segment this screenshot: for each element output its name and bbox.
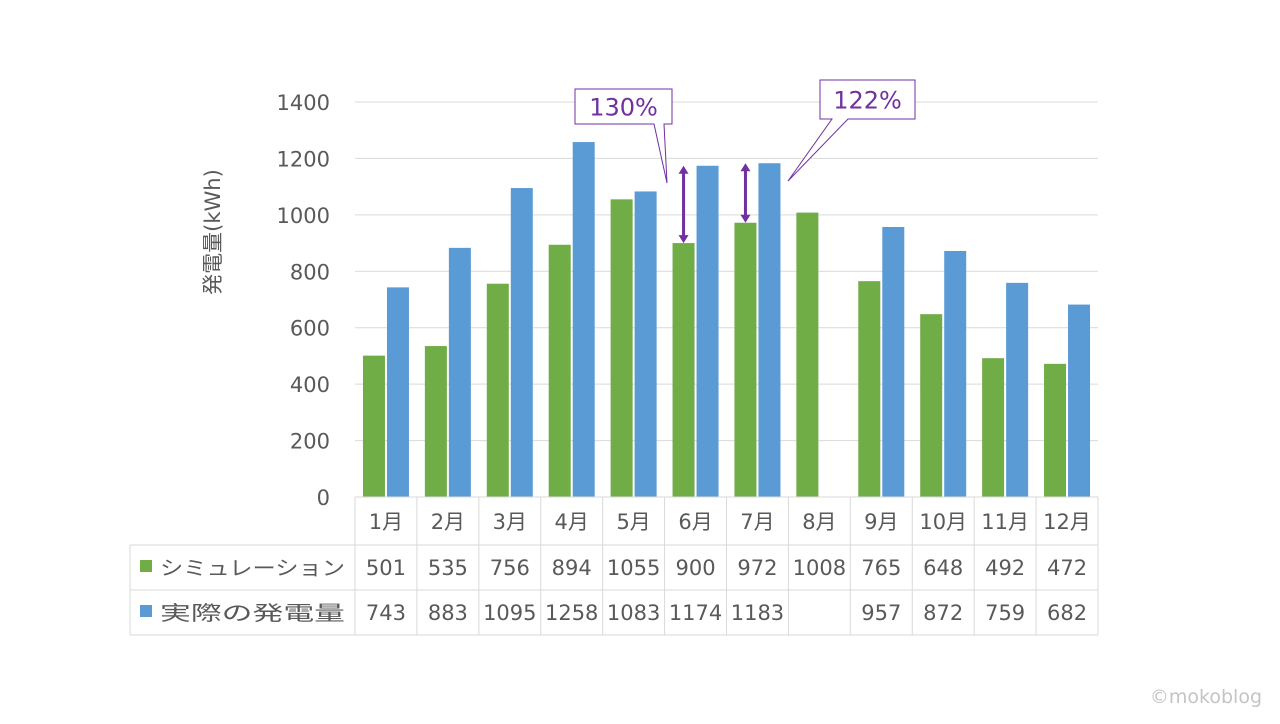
x-category-label: 7月: [740, 510, 774, 534]
x-category-label: 12月: [1043, 510, 1091, 534]
y-tick-label: 200: [290, 430, 330, 454]
data-table-value: 759: [985, 601, 1025, 625]
data-table-value: 872: [923, 601, 963, 625]
x-category-label: 6月: [678, 510, 712, 534]
annotation-label: 130%: [589, 94, 658, 122]
bar-simulation: [734, 222, 757, 497]
bar-simulation: [424, 346, 447, 497]
data-table-value: 972: [737, 556, 777, 580]
y-tick-label: 1000: [277, 204, 330, 228]
bar-simulation: [1044, 363, 1067, 497]
data-table-value: 1174: [669, 601, 722, 625]
bar-actual: [882, 226, 905, 497]
data-table-value: 535: [428, 556, 468, 580]
bar-actual: [510, 188, 533, 497]
data-table-value: 1183: [731, 601, 784, 625]
data-table-value: 743: [366, 601, 406, 625]
legend-label: シミュレーション: [160, 556, 345, 580]
x-category-label: 2月: [431, 510, 465, 534]
data-table-value: 492: [985, 556, 1025, 580]
data-table-value: 765: [861, 556, 901, 580]
bar-simulation: [548, 244, 571, 497]
bar-simulation: [362, 355, 385, 497]
data-table-value: 894: [552, 556, 592, 580]
y-tick-label: 400: [290, 373, 330, 397]
y-axis-title: 発電量(kWh): [201, 169, 225, 295]
legend-label: 実際の発電量: [160, 601, 345, 625]
data-table-value: 1008: [793, 556, 846, 580]
bar-actual: [448, 247, 471, 497]
bar-actual: [696, 165, 719, 497]
x-category-label: 8月: [802, 510, 836, 534]
annotation-arrowhead: [678, 235, 689, 244]
annotation-arrowhead: [678, 165, 689, 174]
annotation-arrowhead: [740, 163, 751, 172]
x-category-label: 3月: [493, 510, 527, 534]
bar-actual: [758, 163, 781, 497]
bar-actual: [634, 191, 657, 498]
bar-simulation: [858, 281, 881, 497]
bar-actual: [1068, 304, 1091, 497]
y-tick-label: 1400: [277, 91, 330, 115]
x-category-label: 11月: [981, 510, 1029, 534]
annotation-callout: [574, 88, 673, 184]
bar-actual: [944, 250, 967, 497]
bar-simulation: [982, 358, 1005, 497]
data-table-value: 501: [366, 556, 406, 580]
bar-actual: [386, 287, 409, 497]
annotation-arrowhead: [740, 214, 751, 223]
data-table-value: 883: [428, 601, 468, 625]
y-tick-label: 600: [290, 317, 330, 341]
x-category-label: 9月: [864, 510, 898, 534]
data-table-value: 756: [490, 556, 530, 580]
data-table-value: 1095: [483, 601, 536, 625]
annotation-callout: [787, 79, 916, 182]
bar-simulation: [672, 243, 695, 497]
legend-key: [140, 560, 152, 572]
data-table-value: 472: [1047, 556, 1087, 580]
data-table-value: 682: [1047, 601, 1087, 625]
data-table-value: 957: [861, 601, 901, 625]
annotation-label: 122%: [833, 87, 902, 115]
watermark: ©mokoblog: [1149, 686, 1262, 708]
data-table-value: 1083: [607, 601, 660, 625]
x-category-label: 1月: [369, 510, 403, 534]
bar-simulation: [920, 314, 943, 497]
y-tick-label: 0: [317, 486, 330, 510]
y-tick-label: 800: [290, 260, 330, 284]
bar-actual: [1006, 282, 1029, 497]
data-table-value: 900: [675, 556, 715, 580]
bar-simulation: [486, 283, 509, 497]
bar-simulation: [796, 212, 819, 497]
x-category-label: 5月: [616, 510, 650, 534]
data-table-value: 1258: [545, 601, 598, 625]
bar-simulation: [610, 199, 633, 497]
y-tick-label: 1200: [277, 147, 330, 171]
x-category-label: 4月: [555, 510, 589, 534]
legend-key: [140, 605, 152, 617]
bar-actual: [572, 142, 595, 498]
x-category-label: 10月: [919, 510, 967, 534]
data-table-value: 1055: [607, 556, 660, 580]
data-table-value: 648: [923, 556, 963, 580]
